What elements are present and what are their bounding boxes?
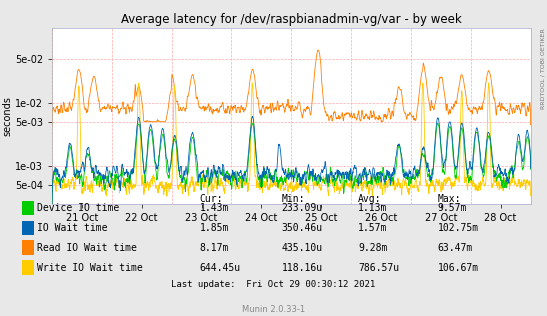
Text: Cur:: Cur:	[200, 194, 223, 204]
Text: Munin 2.0.33-1: Munin 2.0.33-1	[242, 306, 305, 314]
Text: Max:: Max:	[438, 194, 461, 204]
Text: 102.75m: 102.75m	[438, 223, 479, 233]
Text: 1.43m: 1.43m	[200, 203, 229, 213]
Text: Device IO time: Device IO time	[37, 203, 119, 213]
Text: IO Wait time: IO Wait time	[37, 223, 108, 233]
Text: Write IO Wait time: Write IO Wait time	[37, 263, 143, 273]
Text: Min:: Min:	[282, 194, 305, 204]
Title: Average latency for /dev/raspbianadmin-vg/var - by week: Average latency for /dev/raspbianadmin-v…	[121, 13, 462, 26]
Text: 644.45u: 644.45u	[200, 263, 241, 273]
Text: 9.28m: 9.28m	[358, 243, 388, 253]
Text: 118.16u: 118.16u	[282, 263, 323, 273]
Text: 435.10u: 435.10u	[282, 243, 323, 253]
Text: 63.47m: 63.47m	[438, 243, 473, 253]
Text: 786.57u: 786.57u	[358, 263, 399, 273]
Text: 1.13m: 1.13m	[358, 203, 388, 213]
Text: Read IO Wait time: Read IO Wait time	[37, 243, 137, 253]
Text: 9.57m: 9.57m	[438, 203, 467, 213]
Text: Avg:: Avg:	[358, 194, 382, 204]
Text: 1.85m: 1.85m	[200, 223, 229, 233]
Text: RRDTOOL / TOBI OETIKER: RRDTOOL / TOBI OETIKER	[540, 28, 545, 109]
Y-axis label: seconds: seconds	[2, 96, 12, 136]
Text: Last update:  Fri Oct 29 00:30:12 2021: Last update: Fri Oct 29 00:30:12 2021	[171, 280, 376, 289]
Text: 1.57m: 1.57m	[358, 223, 388, 233]
Text: 106.67m: 106.67m	[438, 263, 479, 273]
Text: 8.17m: 8.17m	[200, 243, 229, 253]
Text: 350.46u: 350.46u	[282, 223, 323, 233]
Text: 233.09u: 233.09u	[282, 203, 323, 213]
